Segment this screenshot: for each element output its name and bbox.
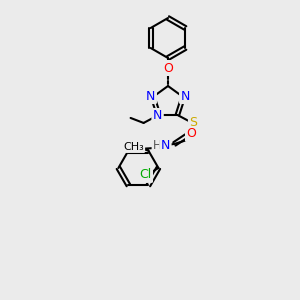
Text: N: N bbox=[181, 90, 190, 103]
Text: N: N bbox=[146, 90, 155, 103]
Text: S: S bbox=[189, 116, 197, 129]
Text: O: O bbox=[163, 61, 173, 74]
Text: N: N bbox=[153, 110, 162, 122]
Text: N: N bbox=[161, 140, 170, 152]
Text: O: O bbox=[187, 128, 196, 140]
Text: H: H bbox=[153, 140, 162, 152]
Text: CH₃: CH₃ bbox=[123, 142, 144, 152]
Text: Cl: Cl bbox=[139, 168, 152, 182]
